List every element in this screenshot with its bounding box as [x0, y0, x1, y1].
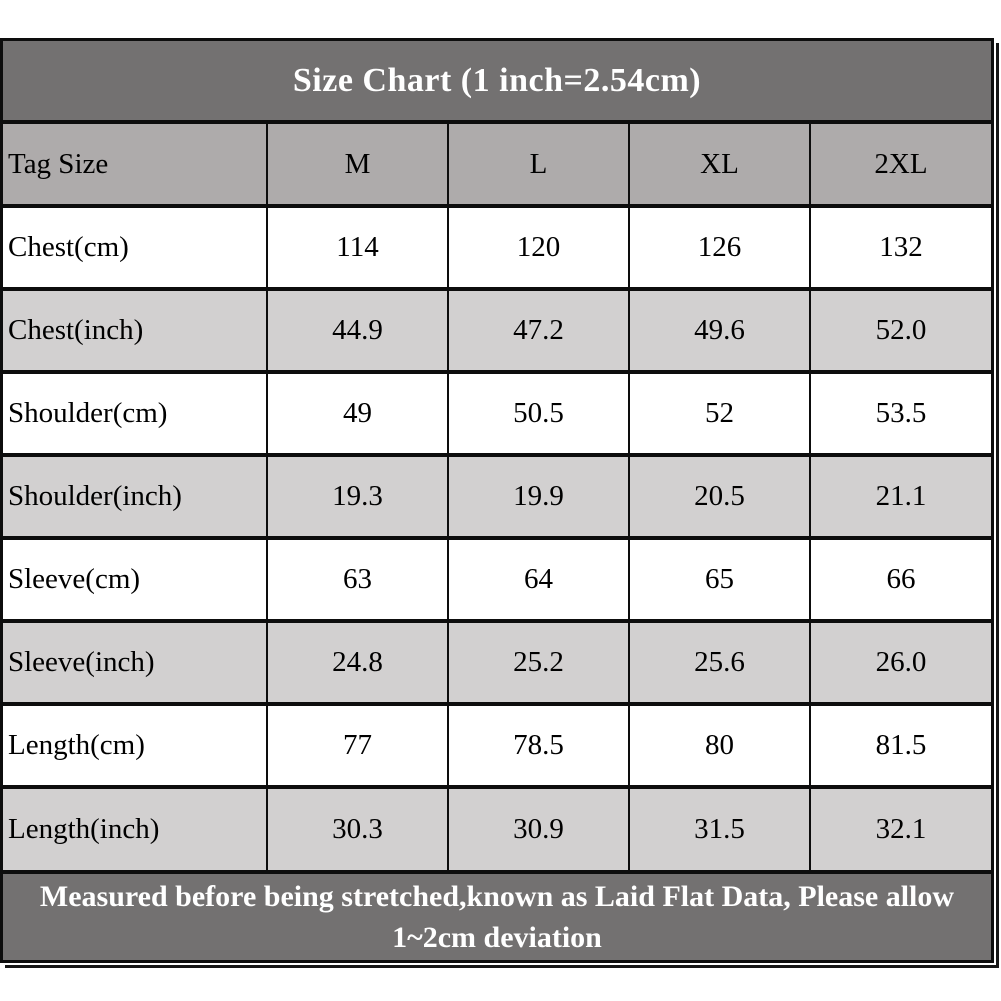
value-l-cell: 19.9 [447, 453, 629, 538]
value-2xl-cell: 21.1 [809, 453, 991, 538]
value-m-cell: 19.3 [266, 453, 448, 538]
value-xl-cell: 25.6 [628, 619, 810, 704]
row-label: Shoulder(inch) [3, 453, 267, 538]
value-xl-cell: 31.5 [628, 785, 810, 870]
value-m-cell: 114 [266, 204, 448, 289]
table-row: Length(inch) 30.3 30.9 31.5 32.1 [3, 785, 991, 870]
table-row: Shoulder(inch) 19.3 19.9 20.5 21.1 [3, 453, 991, 538]
table-row: Shoulder(cm) 49 50.5 52 53.5 [3, 370, 991, 455]
value-l-cell: 47.2 [447, 287, 629, 372]
value-m-cell: 63 [266, 536, 448, 621]
table-row: Sleeve(cm) 63 64 65 66 [3, 536, 991, 621]
header-tag-size: Tag Size [3, 120, 267, 206]
table-footer-note: Measured before being stretched,known as… [3, 870, 991, 960]
value-l-cell: 64 [447, 536, 629, 621]
value-m-cell: 77 [266, 702, 448, 787]
value-2xl-cell: 132 [809, 204, 991, 289]
value-xl-cell: 52 [628, 370, 810, 455]
value-l-cell: 78.5 [447, 702, 629, 787]
row-label: Length(inch) [3, 785, 267, 870]
value-m-cell: 30.3 [266, 785, 448, 870]
value-m-cell: 49 [266, 370, 448, 455]
value-xl-cell: 126 [628, 204, 810, 289]
row-label: Chest(inch) [3, 287, 267, 372]
value-2xl-cell: 53.5 [809, 370, 991, 455]
header-size-l: L [447, 120, 629, 206]
value-xl-cell: 20.5 [628, 453, 810, 538]
header-row: Tag Size M L XL 2XL [3, 120, 991, 206]
value-xl-cell: 65 [628, 536, 810, 621]
header-size-2xl: 2XL [809, 120, 991, 206]
size-chart-table: Size Chart (1 inch=2.54cm) Tag Size M L … [0, 38, 994, 963]
row-label: Length(cm) [3, 702, 267, 787]
value-l-cell: 50.5 [447, 370, 629, 455]
row-label: Chest(cm) [3, 204, 267, 289]
value-l-cell: 25.2 [447, 619, 629, 704]
table-row: Length(cm) 77 78.5 80 81.5 [3, 702, 991, 787]
value-2xl-cell: 52.0 [809, 287, 991, 372]
table-row: Sleeve(inch) 24.8 25.2 25.6 26.0 [3, 619, 991, 704]
size-table: Tag Size M L XL 2XL Chest(cm) 114 120 12… [3, 120, 991, 870]
value-l-cell: 30.9 [447, 785, 629, 870]
row-label: Sleeve(cm) [3, 536, 267, 621]
value-l-cell: 120 [447, 204, 629, 289]
table-row: Chest(inch) 44.9 47.2 49.6 52.0 [3, 287, 991, 372]
table-row: Chest(cm) 114 120 126 132 [3, 204, 991, 289]
value-2xl-cell: 66 [809, 536, 991, 621]
value-xl-cell: 49.6 [628, 287, 810, 372]
table-body: Chest(cm) 114 120 126 132 Chest(inch) 44… [3, 204, 991, 870]
row-label: Shoulder(cm) [3, 370, 267, 455]
value-m-cell: 44.9 [266, 287, 448, 372]
table-title: Size Chart (1 inch=2.54cm) [3, 41, 991, 120]
header-size-xl: XL [628, 120, 810, 206]
header-size-m: M [266, 120, 448, 206]
value-2xl-cell: 26.0 [809, 619, 991, 704]
value-2xl-cell: 32.1 [809, 785, 991, 870]
value-xl-cell: 80 [628, 702, 810, 787]
value-m-cell: 24.8 [266, 619, 448, 704]
row-label: Sleeve(inch) [3, 619, 267, 704]
value-2xl-cell: 81.5 [809, 702, 991, 787]
